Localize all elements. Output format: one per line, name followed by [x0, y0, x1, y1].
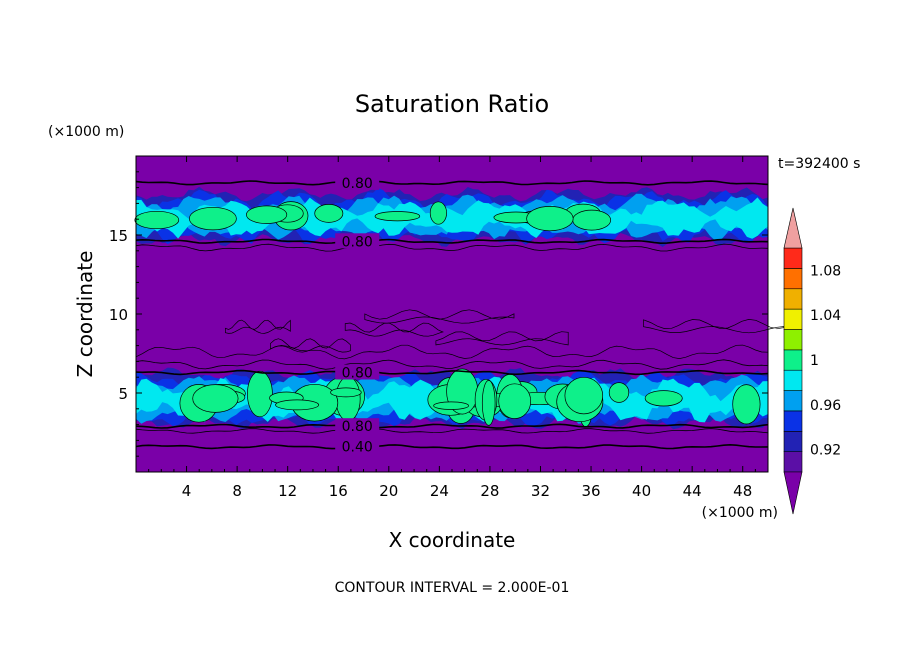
contour-label: 0.80 [342, 419, 373, 435]
x-unit-label: (×1000 m) [702, 505, 778, 521]
colorbar-swatch [783, 430, 803, 452]
y-unit-label: (×1000 m) [48, 124, 124, 140]
lower-cloud-blob [330, 387, 362, 398]
colorbar-swatch [783, 268, 803, 290]
x-tick-label: 44 [683, 482, 702, 500]
x-tick-label: 24 [430, 482, 449, 500]
lower-cloud-blob [275, 399, 320, 411]
x-tick-label: 40 [632, 482, 651, 500]
colorbar-tick-label: 1 [810, 353, 819, 369]
colorbar-tick-label: 1.08 [810, 263, 841, 279]
colorbar-over-arrow [783, 207, 803, 249]
contour-label-bg [335, 233, 380, 249]
colorbar-swatch [783, 329, 803, 351]
x-tick-label: 12 [278, 482, 297, 500]
colorbar-swatch [783, 247, 803, 269]
contour-label-bg [335, 418, 380, 434]
contour-label: 0.80 [342, 176, 373, 192]
colorbar-swatch [783, 288, 803, 310]
lower-cloud-blob [247, 370, 273, 418]
contour-line-0 [135, 180, 769, 186]
x-tick-label: 48 [733, 482, 752, 500]
contour-line-thin [135, 344, 769, 360]
upper-cloud-blob [572, 209, 612, 231]
contour-line-thin [135, 243, 769, 252]
contour-island [344, 322, 444, 337]
upper-cloud-layer [134, 186, 768, 247]
contour-interval-footer: CONTOUR INTERVAL = 2.000E-01 [335, 580, 570, 596]
contour-island [270, 338, 351, 353]
contour-island [435, 331, 569, 346]
x-tick-label: 32 [531, 482, 550, 500]
x-axis: 4 8 12 16 20 24 28 32 36 40 44 48 [148, 156, 756, 500]
lower-cloud-blob [644, 390, 683, 407]
colorbar-swatch [783, 369, 803, 391]
lower-cloud-blob [192, 384, 239, 413]
colorbar-tick-label: 0.92 [810, 443, 841, 459]
contour-label-bg [335, 364, 380, 380]
x-axis-title: X coordinate [389, 528, 516, 552]
y-tick-label: 10 [109, 306, 128, 324]
lower-cloud-blob [335, 376, 361, 422]
contour-label: 0.80 [342, 366, 373, 382]
lower-cloud-blob [481, 380, 496, 426]
x-tick-label: 20 [379, 482, 398, 500]
upper-cloud-blob [429, 201, 447, 225]
y-tick-label: 5 [118, 385, 128, 403]
x-tick-label: 36 [581, 482, 600, 500]
upper-cloud-blob [246, 205, 288, 224]
x-tick-label: 4 [182, 482, 192, 500]
contour-label-bg [335, 174, 380, 190]
colorbar: 1.08 1.04 1 0.96 0.92 [783, 207, 841, 515]
upper-cloud-blob [374, 211, 421, 222]
contour-line-1 [135, 238, 769, 245]
colorbar-swatch [783, 308, 803, 330]
x-tick-label: 8 [232, 482, 242, 500]
contour-line-thin [135, 428, 769, 434]
upper-cloud-blob [314, 204, 344, 223]
time-label: t=392400 s [778, 156, 860, 172]
upper-layer-band-3 [136, 197, 768, 239]
contour-line-4 [135, 443, 769, 450]
colorbar-tick-label: 0.96 [810, 398, 841, 414]
lower-cloud-blob [433, 401, 469, 410]
plot-area: 0.80 0.80 0.80 0.80 0.40 [134, 155, 785, 473]
contour-line-2 [135, 369, 769, 376]
upper-cloud-blob [526, 206, 574, 232]
colorbar-swatch [783, 390, 803, 412]
upper-cloud-blob [189, 206, 237, 231]
y-tick-label: 15 [109, 227, 128, 245]
contour-lines [135, 180, 785, 450]
colorbar-tick-label: 1.04 [810, 308, 841, 324]
y-axis: 5 10 15 [109, 171, 768, 457]
colorbar-swatch [783, 349, 803, 371]
y-axis-title: Z coordinate [73, 251, 97, 378]
lower-cloud-blob [608, 382, 630, 403]
lower-cloud-blob [732, 384, 761, 425]
contour-label-bg [335, 438, 380, 454]
colorbar-under-arrow [783, 471, 803, 515]
contour-label: 0.40 [342, 440, 373, 456]
lower-cloud-layer [136, 366, 768, 430]
upper-cloud-blob [134, 210, 180, 230]
contour-island [225, 319, 291, 334]
contour-island [364, 309, 515, 324]
contour-line-3 [135, 423, 769, 429]
contour-line-thin [135, 359, 769, 370]
x-tick-label: 28 [480, 482, 499, 500]
contour-labels: 0.80 0.80 0.80 0.80 0.40 [335, 174, 380, 456]
x-tick-label: 16 [329, 482, 348, 500]
colorbar-swatch [783, 451, 803, 473]
chart-title: Saturation Ratio [355, 90, 549, 118]
lower-cloud-blob [564, 376, 604, 415]
contour-label: 0.80 [342, 234, 373, 250]
lower-cloud-blob [498, 383, 532, 419]
colorbar-swatch [783, 410, 803, 432]
